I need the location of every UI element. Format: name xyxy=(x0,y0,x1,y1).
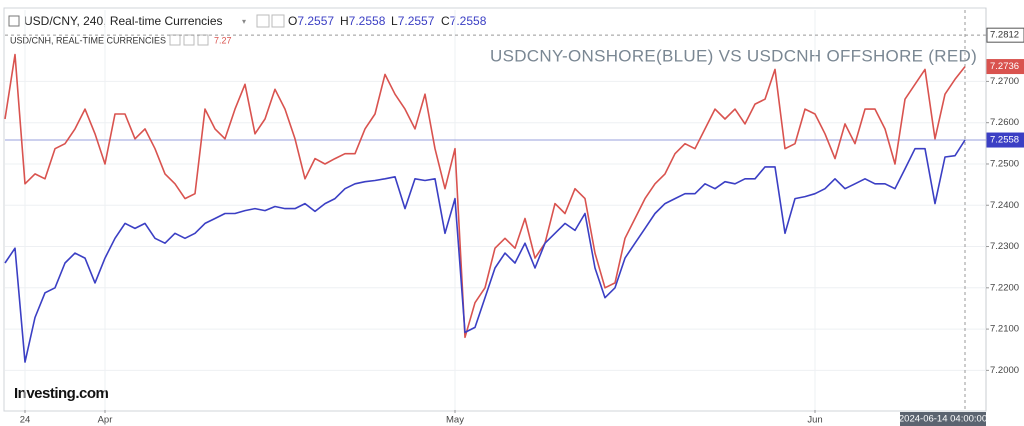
y-tick-label: 7.2200 xyxy=(990,282,1019,293)
x-tick-label: Jun xyxy=(807,415,822,426)
logo: Investing.com xyxy=(14,385,109,402)
price-marker-box xyxy=(986,27,1024,43)
ohlc-value: 7.2558 xyxy=(349,14,386,28)
crosshair-time-label: 2024-06-14 04:00:00 xyxy=(899,414,987,425)
ohlc-close: C7.2558 xyxy=(441,14,487,28)
ohlc-high: H7.2558 xyxy=(340,14,386,28)
chart-symbol-title: USD/CNY, 240, Real-time Currencies xyxy=(24,14,223,28)
ohlc-label: O xyxy=(288,14,297,28)
y-tick-label: 7.2400 xyxy=(990,200,1019,211)
y-tick-label: 7.2100 xyxy=(990,324,1019,335)
hide-icon[interactable] xyxy=(271,14,285,28)
ohlc-label: H xyxy=(340,14,349,28)
x-tick-label: May xyxy=(446,415,464,426)
ohlc-label: C xyxy=(441,14,450,28)
price-marker-label: 7.2558 xyxy=(990,135,1019,146)
plot-layer: 7.2000 7.2100 7.2200 7.2300 7.2400 7.2500 7.26… xyxy=(4,10,1024,426)
x-tick-label: 24 xyxy=(20,415,31,426)
y-tick-label: 7.2000 xyxy=(990,365,1019,376)
price-marker-box xyxy=(986,132,1024,148)
annotation: USDCNY-ONSHORE(BLUE) VS USDCNH OFFSHORE … xyxy=(490,46,977,65)
ohlc-value: 7.2557 xyxy=(297,14,334,28)
crosshair-time-box xyxy=(900,412,986,426)
ohlc-low: L7.2557 xyxy=(391,14,435,28)
dropdown-arrow[interactable]: ▾ xyxy=(242,17,246,26)
header: USD/CNY, 240, Real-time Currencies ▾ O7.… xyxy=(8,14,487,46)
overlay-title: USD/CNH, REAL-TIME CURRENCIES xyxy=(10,35,166,45)
series-line xyxy=(4,139,966,363)
ohlc-value: 7.2557 xyxy=(398,14,435,28)
settings-icon[interactable] xyxy=(256,14,270,28)
overlay-value: 7.27 xyxy=(214,35,232,45)
y-tick-label: 7.2600 xyxy=(990,117,1019,128)
ohlc-open: O7.2557 xyxy=(288,14,334,28)
x-tick-label: Apr xyxy=(98,415,113,426)
overlay-icon[interactable] xyxy=(183,34,195,46)
price-marker-box xyxy=(986,59,1024,75)
y-tick-label: 7.2300 xyxy=(990,241,1019,252)
price-marker-label: 7.2812 xyxy=(990,30,1019,41)
collapse-icon[interactable] xyxy=(8,15,20,27)
price-marker-label: 7.2736 xyxy=(990,61,1019,72)
series-line xyxy=(4,53,966,339)
y-tick-label: 7.2500 xyxy=(990,158,1019,169)
ohlc-value: 7.2558 xyxy=(450,14,487,28)
ohlc-label: L xyxy=(391,14,398,28)
y-tick-label: 7.2700 xyxy=(990,76,1019,87)
